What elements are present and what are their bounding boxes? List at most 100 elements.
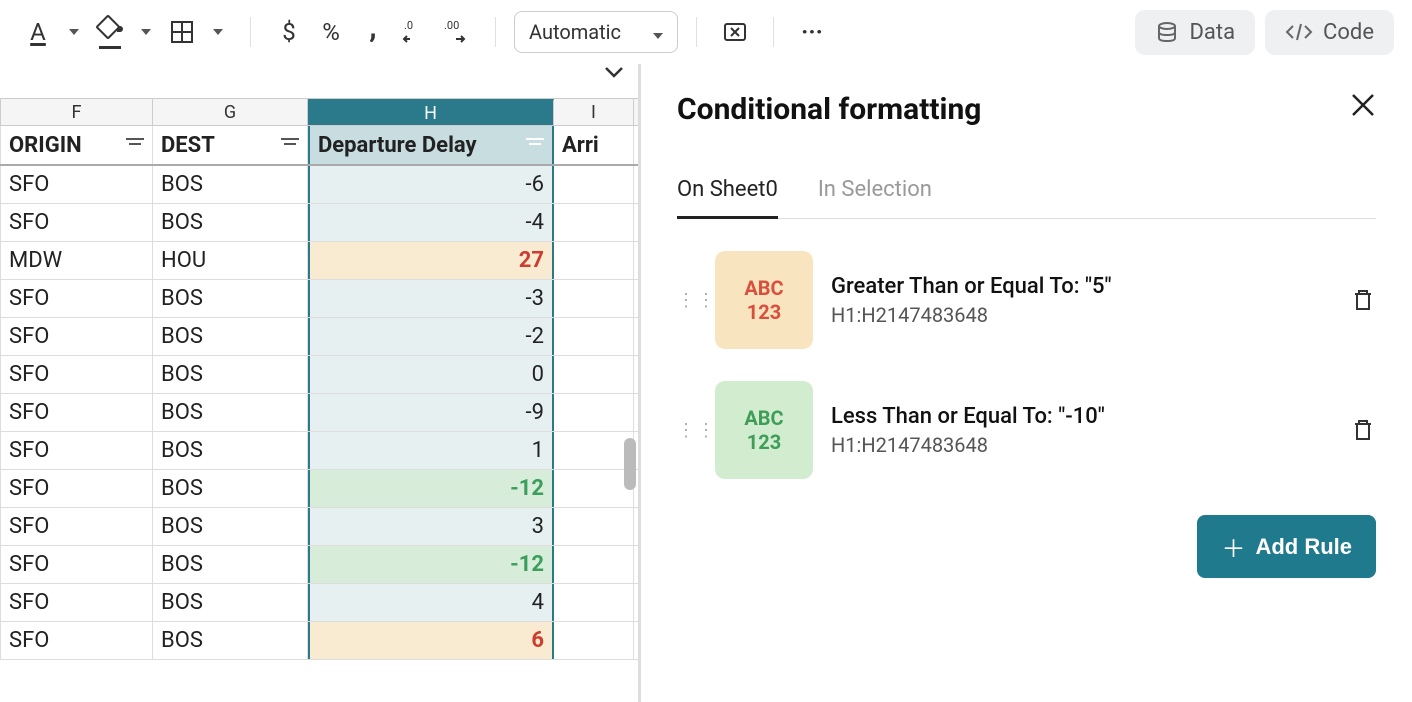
- cell-departure-delay[interactable]: 1: [308, 432, 554, 469]
- cell-origin[interactable]: SFO: [0, 546, 153, 583]
- cell-origin[interactable]: SFO: [0, 508, 153, 545]
- col-header-h[interactable]: H: [308, 99, 554, 125]
- cell-departure-delay[interactable]: -4: [308, 204, 554, 241]
- data-button[interactable]: Data: [1135, 10, 1255, 55]
- tab-on-sheet[interactable]: On Sheet0: [677, 177, 778, 219]
- rule-preview: ABC123: [715, 381, 813, 479]
- cell-dest[interactable]: BOS: [153, 470, 308, 507]
- cell-arrival[interactable]: [554, 394, 634, 431]
- table-row: SFOBOS-4: [0, 204, 638, 242]
- insert-button[interactable]: [715, 12, 755, 52]
- col-header-g[interactable]: G: [153, 99, 308, 125]
- number-format-dropdown[interactable]: Automatic: [514, 11, 678, 53]
- fill-color-button[interactable]: [90, 12, 130, 52]
- header-departure-delay[interactable]: Departure Delay: [308, 126, 554, 164]
- cell-departure-delay[interactable]: -12: [308, 546, 554, 583]
- cell-departure-delay[interactable]: -9: [308, 394, 554, 431]
- cell-origin[interactable]: SFO: [0, 584, 153, 621]
- cell-arrival[interactable]: [554, 166, 634, 203]
- borders-dropdown[interactable]: [204, 12, 232, 52]
- cell-dest[interactable]: BOS: [153, 356, 308, 393]
- fill-color-icon: [99, 16, 121, 49]
- cell-origin[interactable]: SFO: [0, 166, 153, 203]
- cell-arrival[interactable]: [554, 508, 634, 545]
- cell-arrival[interactable]: [554, 622, 634, 659]
- column-chevron[interactable]: [604, 66, 624, 78]
- text-color-dropdown[interactable]: [60, 12, 88, 52]
- cell-departure-delay[interactable]: -6: [308, 166, 554, 203]
- conditional-formatting-panel: Conditional formatting On Sheet0 In Sele…: [640, 64, 1412, 702]
- cell-origin[interactable]: SFO: [0, 622, 153, 659]
- filter-icon[interactable]: [281, 136, 299, 154]
- cell-departure-delay[interactable]: 3: [308, 508, 554, 545]
- percent-button[interactable]: %: [311, 12, 351, 52]
- cell-arrival[interactable]: [554, 432, 634, 469]
- cell-arrival[interactable]: [554, 546, 634, 583]
- text-color-button[interactable]: A: [18, 12, 58, 52]
- cell-dest[interactable]: BOS: [153, 622, 308, 659]
- borders-icon: [171, 21, 193, 43]
- cell-dest[interactable]: BOS: [153, 584, 308, 621]
- tab-in-selection[interactable]: In Selection: [818, 177, 932, 218]
- cell-origin[interactable]: SFO: [0, 356, 153, 393]
- header-dest[interactable]: DEST: [153, 126, 308, 164]
- cell-departure-delay[interactable]: 6: [308, 622, 554, 659]
- header-arrival[interactable]: Arri: [554, 126, 634, 164]
- cell-departure-delay[interactable]: 27: [308, 242, 554, 279]
- cell-origin[interactable]: SFO: [0, 280, 153, 317]
- formatting-rule[interactable]: ⋮⋮ABC123Greater Than or Equal To: "5"H1:…: [677, 251, 1376, 349]
- cell-origin[interactable]: SFO: [0, 432, 153, 469]
- cell-dest[interactable]: BOS: [153, 546, 308, 583]
- cell-departure-delay[interactable]: 4: [308, 584, 554, 621]
- cell-departure-delay[interactable]: -2: [308, 318, 554, 355]
- cell-origin[interactable]: SFO: [0, 204, 153, 241]
- col-header-i[interactable]: I: [554, 99, 634, 125]
- cell-origin[interactable]: SFO: [0, 318, 153, 355]
- close-button[interactable]: [1350, 92, 1376, 118]
- cell-dest[interactable]: HOU: [153, 242, 308, 279]
- cell-arrival[interactable]: [554, 280, 634, 317]
- cell-arrival[interactable]: [554, 470, 634, 507]
- cell-origin[interactable]: SFO: [0, 470, 153, 507]
- cell-departure-delay[interactable]: 0: [308, 356, 554, 393]
- drag-handle-icon[interactable]: ⋮⋮: [677, 290, 697, 311]
- separator: [495, 17, 496, 47]
- cell-arrival[interactable]: [554, 318, 634, 355]
- formatting-rule[interactable]: ⋮⋮ABC123Less Than or Equal To: "-10"H1:H…: [677, 381, 1376, 479]
- svg-text:.0: .0: [404, 19, 413, 32]
- cell-departure-delay[interactable]: -12: [308, 470, 554, 507]
- comma-button[interactable]: ,: [353, 12, 393, 52]
- cell-arrival[interactable]: [554, 242, 634, 279]
- delete-rule-button[interactable]: [1352, 288, 1376, 312]
- filter-icon[interactable]: [526, 136, 544, 154]
- vertical-scrollbar[interactable]: [624, 204, 636, 702]
- cell-arrival[interactable]: [554, 204, 634, 241]
- currency-button[interactable]: $: [269, 12, 309, 52]
- cell-dest[interactable]: BOS: [153, 166, 308, 203]
- cell-dest[interactable]: BOS: [153, 204, 308, 241]
- cell-origin[interactable]: SFO: [0, 394, 153, 431]
- increase-decimal-button[interactable]: .00: [437, 12, 477, 52]
- col-header-f[interactable]: F: [0, 99, 153, 125]
- cell-dest[interactable]: BOS: [153, 394, 308, 431]
- filter-icon[interactable]: [126, 136, 144, 154]
- cell-departure-delay[interactable]: -3: [308, 280, 554, 317]
- cell-origin[interactable]: MDW: [0, 242, 153, 279]
- cell-arrival[interactable]: [554, 356, 634, 393]
- cell-dest[interactable]: BOS: [153, 318, 308, 355]
- cell-arrival[interactable]: [554, 584, 634, 621]
- cell-dest[interactable]: BOS: [153, 280, 308, 317]
- decrease-decimal-button[interactable]: .0: [395, 12, 435, 52]
- code-button[interactable]: Code: [1265, 10, 1394, 55]
- cell-dest[interactable]: BOS: [153, 432, 308, 469]
- fill-color-dropdown[interactable]: [132, 12, 160, 52]
- code-icon: [1285, 22, 1313, 42]
- drag-handle-icon[interactable]: ⋮⋮: [677, 420, 697, 441]
- add-rule-button[interactable]: ＋ Add Rule: [1197, 515, 1376, 578]
- header-origin[interactable]: ORIGIN: [0, 126, 153, 164]
- scrollbar-thumb[interactable]: [624, 438, 636, 490]
- more-button[interactable]: ···: [792, 12, 832, 52]
- cell-dest[interactable]: BOS: [153, 508, 308, 545]
- delete-rule-button[interactable]: [1352, 418, 1376, 442]
- borders-button[interactable]: [162, 12, 202, 52]
